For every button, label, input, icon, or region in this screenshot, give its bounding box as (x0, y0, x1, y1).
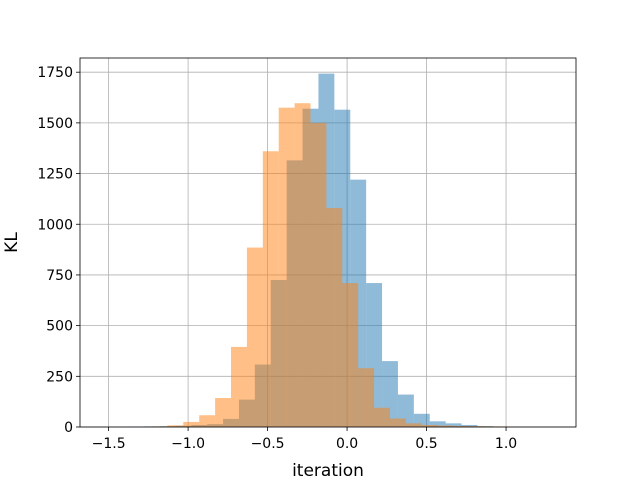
histogram-bar-series-2 (358, 368, 374, 427)
histogram-bar-series-2 (263, 151, 279, 427)
histogram-bar-series-2 (247, 248, 263, 427)
histogram-bar-series-2 (406, 423, 422, 427)
x-tick-label: 0.5 (415, 436, 437, 452)
y-tick-label: 750 (46, 268, 73, 284)
y-tick-label: 1250 (37, 167, 73, 183)
y-tick-label: 0 (64, 420, 73, 436)
y-tick-label: 1750 (37, 65, 73, 81)
histogram-bar-series-2 (215, 398, 231, 427)
x-axis-label: iteration (292, 461, 364, 480)
bars-layer (128, 74, 517, 427)
histogram-bar-series-2 (183, 422, 199, 427)
histogram-bar-series-2 (326, 208, 342, 427)
histogram-bar-series-2 (311, 123, 327, 427)
histogram-bar-series-2 (374, 408, 390, 427)
y-axis-label: KL (2, 232, 22, 253)
x-tick-label: 1.0 (495, 436, 517, 452)
y-tick-label: 1000 (37, 217, 73, 233)
histogram-bar-series-2 (295, 103, 311, 427)
histogram-bar-series-2 (342, 283, 358, 427)
histogram-bar-series-2 (199, 415, 215, 427)
x-tick-label: −1.0 (171, 436, 205, 452)
histogram-bar-series-2 (390, 418, 406, 427)
histogram-bar-series-2 (231, 347, 247, 427)
y-tick-label: 1500 (37, 116, 73, 132)
x-tick-label: 0.0 (336, 436, 358, 452)
y-tick-label: 250 (46, 369, 73, 385)
x-tick-label: −1.5 (92, 436, 126, 452)
histogram-bar-series-2 (279, 108, 295, 427)
x-tick-label: −0.5 (251, 436, 285, 452)
y-tick-label: 500 (46, 319, 73, 335)
